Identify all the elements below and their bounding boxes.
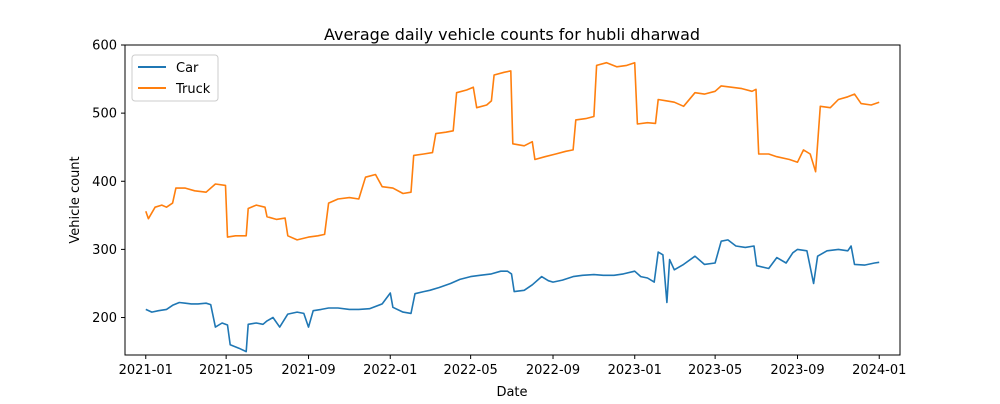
y-tick-label: 400 — [92, 175, 117, 190]
legend: Car Truck — [131, 54, 219, 102]
y-tick-label: 300 — [92, 243, 117, 258]
x-tick-label: 2022-05 — [443, 363, 497, 378]
x-axis-label: Date — [496, 385, 527, 400]
legend-label-car: Car — [176, 61, 199, 76]
y-tick-label: 600 — [92, 39, 117, 54]
y-axis-label: Vehicle count — [68, 156, 83, 243]
x-tick-label: 2021-05 — [199, 363, 253, 378]
legend-label-truck: Truck — [175, 82, 211, 97]
y-axis: 200 300 400 500 600 — [92, 39, 125, 326]
y-tick-label: 200 — [92, 311, 117, 326]
x-tick-label: 2022-01 — [363, 363, 417, 378]
series-line-car — [145, 239, 880, 353]
chart-title: Average daily vehicle counts for hubli d… — [324, 25, 700, 44]
y-tick-label: 500 — [92, 107, 117, 122]
series-line-truck — [145, 61, 880, 241]
x-tick-label: 2023-09 — [770, 363, 824, 378]
x-tick-label: 2023-05 — [688, 363, 742, 378]
x-tick-label: 2021-09 — [281, 363, 335, 378]
x-axis: 2021-01 2021-05 2021-09 2022-01 2022-05 2022-… — [119, 355, 906, 378]
plot-frame — [124, 44, 901, 356]
x-tick-label: 2022-09 — [526, 363, 580, 378]
x-tick-label: 2024-01 — [852, 363, 906, 378]
x-tick-label: 2023-01 — [608, 363, 662, 378]
x-tick-label: 2021-01 — [119, 363, 173, 378]
